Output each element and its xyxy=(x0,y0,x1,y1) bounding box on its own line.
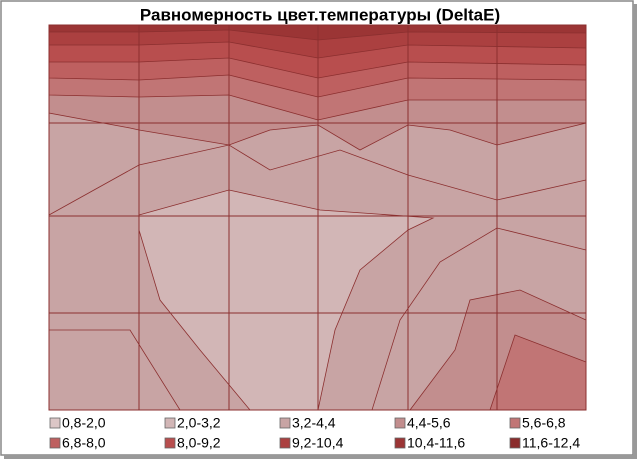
plot-area xyxy=(48,24,587,411)
legend-swatch xyxy=(164,417,176,429)
legend-swatch xyxy=(279,417,291,429)
legend-label: 3,2-4,4 xyxy=(292,415,336,431)
shadow xyxy=(633,4,637,459)
legend-swatch xyxy=(49,417,61,429)
legend-label: 10,4-11,6 xyxy=(407,435,465,451)
legend-swatch xyxy=(394,437,406,449)
chart-title: Равномерность цвет.температуры (DeltaE) xyxy=(140,5,500,24)
legend-swatch xyxy=(509,437,521,449)
legend-swatch xyxy=(509,417,521,429)
legend: 0,8-2,0 2,0-3,2 3,2-4,4 4,4-5,6 5,6-6,8 6,8-8… xyxy=(49,415,580,451)
legend-label: 11,6-12,4 xyxy=(522,435,580,451)
legend-label: 9,2-10,4 xyxy=(292,435,344,451)
legend-label: 5,6-6,8 xyxy=(522,415,566,431)
legend-swatch xyxy=(164,437,176,449)
legend-label: 2,0-3,2 xyxy=(177,415,221,431)
contour-band xyxy=(138,189,435,411)
legend-swatch xyxy=(394,417,406,429)
legend-label: 8,0-9,2 xyxy=(177,435,221,451)
legend-label: 0,8-2,0 xyxy=(62,415,106,431)
legend-swatch xyxy=(49,437,61,449)
legend-label: 6,8-8,0 xyxy=(62,435,106,451)
legend-label: 4,4-5,6 xyxy=(407,415,451,431)
plot-border xyxy=(48,24,587,411)
legend-swatch xyxy=(279,437,291,449)
shadow xyxy=(4,455,636,459)
